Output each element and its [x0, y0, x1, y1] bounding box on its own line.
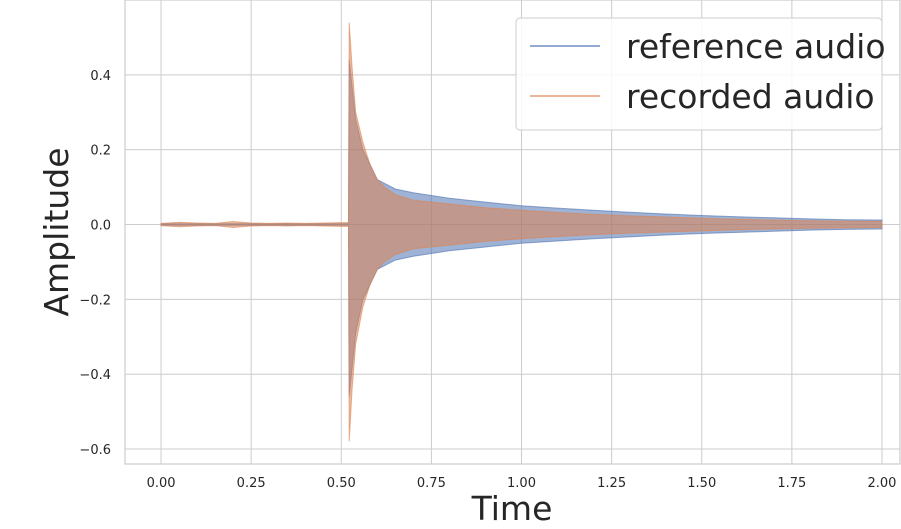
series-recorded-audio-waveform — [160, 22, 883, 442]
x-tick-label: 2.00 — [868, 476, 897, 491]
y-tick-label: 0.4 — [90, 69, 111, 84]
x-tick-label: 0.50 — [327, 476, 356, 491]
y-tick-label: 0.2 — [90, 144, 111, 159]
y-axis-title: Amplitude — [37, 147, 76, 316]
series-layer — [160, 22, 883, 442]
legend-label-reference: reference audio — [626, 27, 886, 66]
x-tick-label: 1.75 — [777, 476, 806, 491]
legend-label-recorded: recorded audio — [626, 77, 875, 116]
x-axis-title: Time — [471, 489, 553, 528]
legend: reference audio recorded audio — [515, 17, 886, 131]
y-tick-label: −0.2 — [79, 293, 111, 308]
x-tick-labels: 0.00 0.25 0.50 0.75 1.00 1.25 1.50 1.75 2.00 — [147, 476, 897, 491]
y-tick-labels: −0.6 −0.4 −0.2 0.0 0.2 0.4 — [79, 69, 111, 458]
y-tick-label: −0.6 — [79, 443, 111, 458]
x-tick-label: 0.75 — [417, 476, 446, 491]
x-tick-label: 1.00 — [507, 476, 536, 491]
legend-box — [515, 17, 883, 131]
x-tick-label: 1.25 — [597, 476, 626, 491]
y-tick-label: 0.0 — [90, 219, 111, 234]
x-tick-label: 1.50 — [687, 476, 716, 491]
x-tick-label: 0.25 — [237, 476, 266, 491]
x-tick-label: 0.00 — [147, 476, 176, 491]
y-tick-label: −0.4 — [79, 368, 111, 383]
